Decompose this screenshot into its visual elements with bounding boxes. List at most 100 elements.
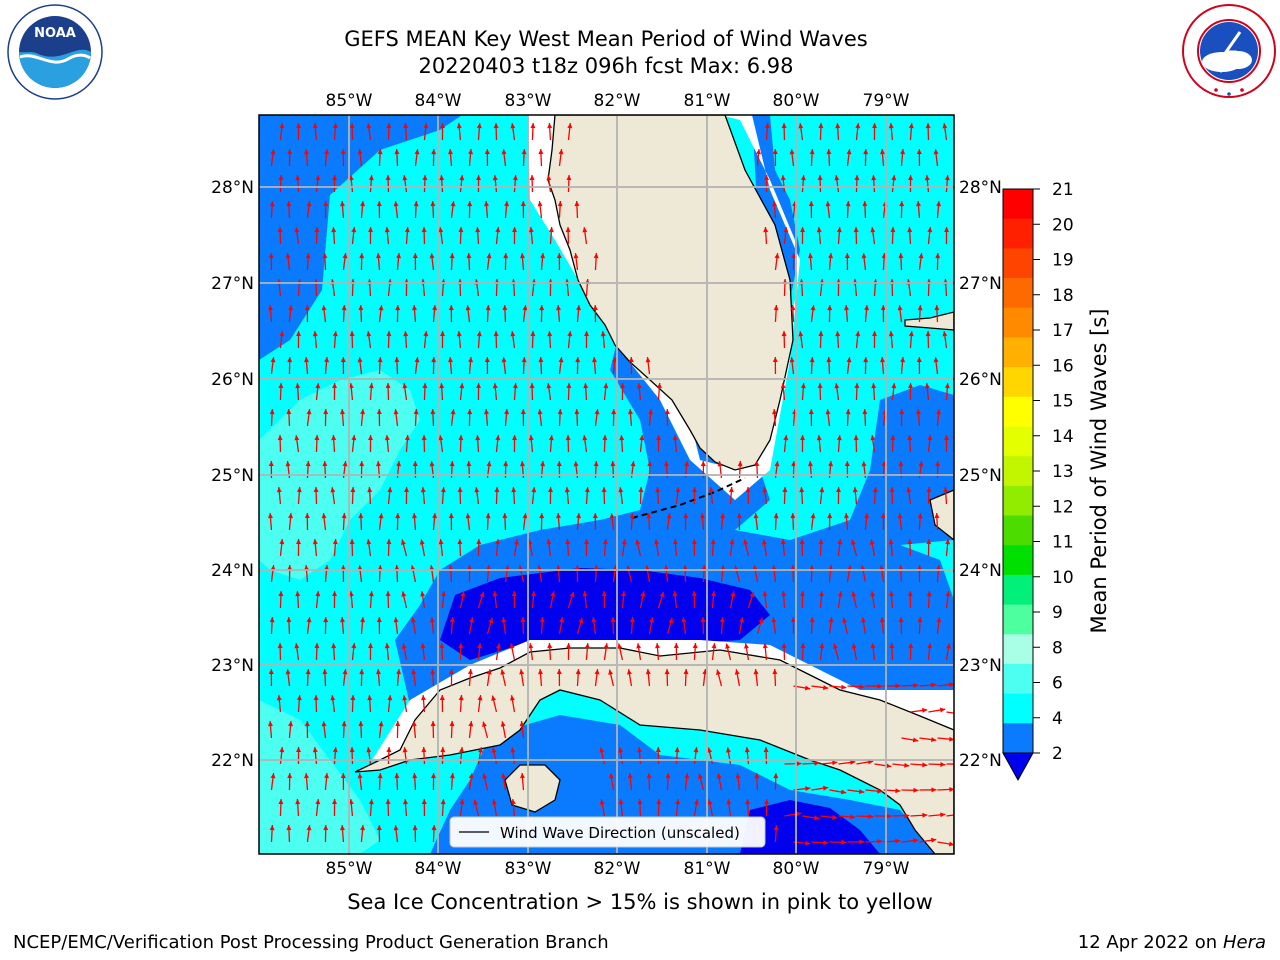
wind-wave-arrowhead xyxy=(296,331,301,336)
wind-wave-arrowhead xyxy=(862,409,868,415)
wind-wave-arrowhead xyxy=(465,305,471,311)
wind-wave-arrowhead xyxy=(350,695,356,701)
wind-wave-arrowhead xyxy=(360,825,366,831)
wind-wave-arrowhead xyxy=(900,357,906,363)
wind-wave-arrowhead xyxy=(547,643,553,649)
wind-wave-arrowhead xyxy=(880,513,886,518)
map-frame xyxy=(258,114,955,855)
wind-wave-arrowhead xyxy=(504,201,510,207)
wind-wave-arrowhead xyxy=(913,838,919,844)
wind-wave-arrowhead xyxy=(324,149,330,155)
wind-wave-arrowhead xyxy=(520,461,525,467)
wind-wave-arrowhead xyxy=(438,539,444,545)
wind-wave-arrowhead xyxy=(808,461,813,467)
wind-wave-arrowhead xyxy=(268,253,274,258)
wind-wave-arrowhead xyxy=(548,435,554,441)
wind-wave-arrowhead xyxy=(603,383,609,389)
wind-wave-arrowhead xyxy=(495,435,501,441)
wind-wave-arrowhead xyxy=(672,435,678,441)
wind-wave-arrowhead xyxy=(612,357,618,363)
wind-wave-arrowhead xyxy=(683,513,689,519)
wind-wave-arrowhead xyxy=(890,435,896,441)
wind-wave-arrowhead xyxy=(895,788,901,794)
wind-wave-arrowhead xyxy=(664,669,670,675)
wind-wave-arrowhead xyxy=(510,123,516,129)
wind-wave-arrowhead xyxy=(936,409,942,415)
colorbar-tick-label: 16 xyxy=(1052,356,1074,376)
wind-wave-arrowhead xyxy=(269,409,275,415)
wind-wave-arrowhead xyxy=(378,305,384,311)
wind-wave-arrowhead xyxy=(322,669,328,675)
wind-wave-arrowhead xyxy=(522,513,528,519)
wind-wave-arrowhead xyxy=(458,643,464,649)
wind-wave-arrowhead xyxy=(593,253,599,259)
footer-branch: NCEP/EMC/Verification Post Processing Pr… xyxy=(13,932,609,953)
wind-wave-arrowhead xyxy=(584,643,590,649)
wind-wave-arrowhead xyxy=(294,435,300,441)
wind-wave-arrowhead xyxy=(539,305,545,311)
wind-wave-arrowhead xyxy=(431,773,436,778)
wind-wave-arrowhead xyxy=(332,383,337,388)
wind-wave-arrowhead xyxy=(368,435,373,440)
colorbar-tick-label: 4 xyxy=(1052,709,1063,729)
wind-wave-arrowhead xyxy=(870,227,876,233)
wind-wave-arrowhead xyxy=(492,591,498,597)
wind-wave-arrowhead xyxy=(602,435,608,441)
wind-wave-arrowhead xyxy=(565,435,571,441)
wind-wave-arrowhead xyxy=(907,539,913,545)
wind-wave-arrowhead xyxy=(870,643,876,649)
wind-wave-arrowhead xyxy=(514,539,519,545)
wind-wave-arrowhead xyxy=(926,487,932,493)
wind-wave-arrowhead xyxy=(764,799,769,804)
wind-wave-arrowhead xyxy=(270,149,276,155)
wind-wave-arrowhead xyxy=(700,461,706,466)
wind-wave-arrowhead xyxy=(520,409,526,414)
lat-label-right: 22°N xyxy=(959,751,1002,771)
wind-wave-arrowhead xyxy=(692,487,697,492)
wind-wave-arrowhead xyxy=(467,409,473,415)
wind-wave-arrowhead xyxy=(512,175,518,181)
wind-wave-arrowhead xyxy=(420,643,426,649)
wind-wave-arrowhead xyxy=(816,435,822,441)
wind-wave-arrowhead xyxy=(439,175,445,181)
wind-wave-arrowhead xyxy=(313,695,319,701)
wind-wave-arrowhead xyxy=(492,175,498,181)
wind-wave-arrowhead xyxy=(773,825,779,831)
wind-wave-arrowhead xyxy=(429,253,435,259)
wind-wave-arrowhead xyxy=(895,683,901,689)
wind-wave-arrowhead xyxy=(458,695,464,701)
wind-wave-arrowhead xyxy=(925,331,931,337)
wind-wave-arrowhead xyxy=(493,123,499,129)
wind-wave-arrowhead xyxy=(569,591,575,598)
wind-wave-arrowhead xyxy=(753,513,759,519)
wind-wave-arrowhead xyxy=(495,227,501,233)
wind-wave-arrowhead xyxy=(573,461,579,467)
colorbar-cell xyxy=(1003,456,1033,487)
wind-wave-arrowhead xyxy=(414,357,420,363)
wind-wave-arrowhead xyxy=(332,123,338,129)
wind-wave-arrowhead xyxy=(315,175,321,181)
wind-wave-arrowhead xyxy=(450,409,456,415)
wind-wave-arrowhead xyxy=(935,461,941,467)
wind-wave-arrowhead xyxy=(420,487,426,493)
wind-wave-arrowhead xyxy=(565,227,571,233)
wind-wave-arrowhead xyxy=(913,683,919,688)
wind-wave-arrowhead xyxy=(332,799,337,804)
wind-wave-arrowhead xyxy=(412,513,417,519)
wind-wave-arrowhead xyxy=(421,435,427,441)
colorbar-tick-label: 13 xyxy=(1052,462,1074,482)
wind-wave-arrowhead xyxy=(640,591,646,597)
wind-wave-arrowhead xyxy=(637,799,643,805)
wind-wave-arrowhead xyxy=(836,435,842,441)
wind-wave-arrowhead xyxy=(958,812,963,817)
wind-wave-arrowhead xyxy=(482,773,488,779)
wind-wave-arrowhead xyxy=(674,747,680,753)
wind-wave-arrowhead xyxy=(538,669,543,675)
wind-wave-arrowhead xyxy=(693,747,699,753)
wind-wave-arrowhead xyxy=(504,409,510,415)
map-area xyxy=(259,115,963,854)
colorbar-cell xyxy=(1003,396,1033,427)
wind-wave-arrowhead xyxy=(763,747,769,753)
wind-wave-arrowhead xyxy=(826,357,832,363)
wind-wave-arrowhead xyxy=(522,305,528,311)
